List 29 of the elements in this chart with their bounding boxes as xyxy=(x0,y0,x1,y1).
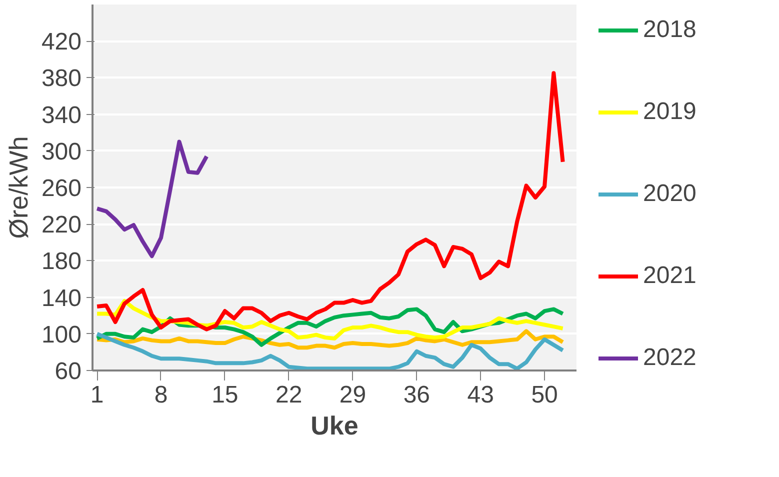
legend-label: 2019 xyxy=(643,98,696,126)
line-series xyxy=(95,332,565,370)
x-tick-label: 43 xyxy=(467,382,494,408)
y-tick-label: 60 xyxy=(54,358,82,385)
legend-label: 2018 xyxy=(643,16,696,44)
legend-label: 2020 xyxy=(643,180,696,208)
x-tick-label: 8 xyxy=(154,382,168,408)
legend-label: 2022 xyxy=(643,344,696,372)
x-axis-title: Uke xyxy=(310,410,358,440)
y-axis-title: Øre/kWh xyxy=(3,136,34,239)
x-tick-label: 22 xyxy=(275,382,302,408)
x-tick-label: 15 xyxy=(212,382,238,408)
y-tick-label: 140 xyxy=(41,284,82,312)
line-series xyxy=(95,140,209,258)
y-tick-label: 100 xyxy=(41,321,82,348)
x-tick-label: 50 xyxy=(531,382,558,408)
y-tick-label: 340 xyxy=(41,102,82,129)
y-tick-label: 300 xyxy=(41,138,82,166)
y-tick-label: 260 xyxy=(41,175,82,202)
y-tick-label: 380 xyxy=(41,65,82,92)
y-tick-label: 420 xyxy=(41,28,82,56)
line-series xyxy=(95,71,565,332)
y-tick-label: 180 xyxy=(41,248,82,276)
line-series xyxy=(95,329,565,350)
legend-label: 2021 xyxy=(643,262,696,290)
x-tick-label: 29 xyxy=(339,382,366,408)
x-tick-label: 36 xyxy=(403,382,430,408)
x-tick-label: 1 xyxy=(90,382,104,408)
y-tick-label: 220 xyxy=(41,212,82,239)
